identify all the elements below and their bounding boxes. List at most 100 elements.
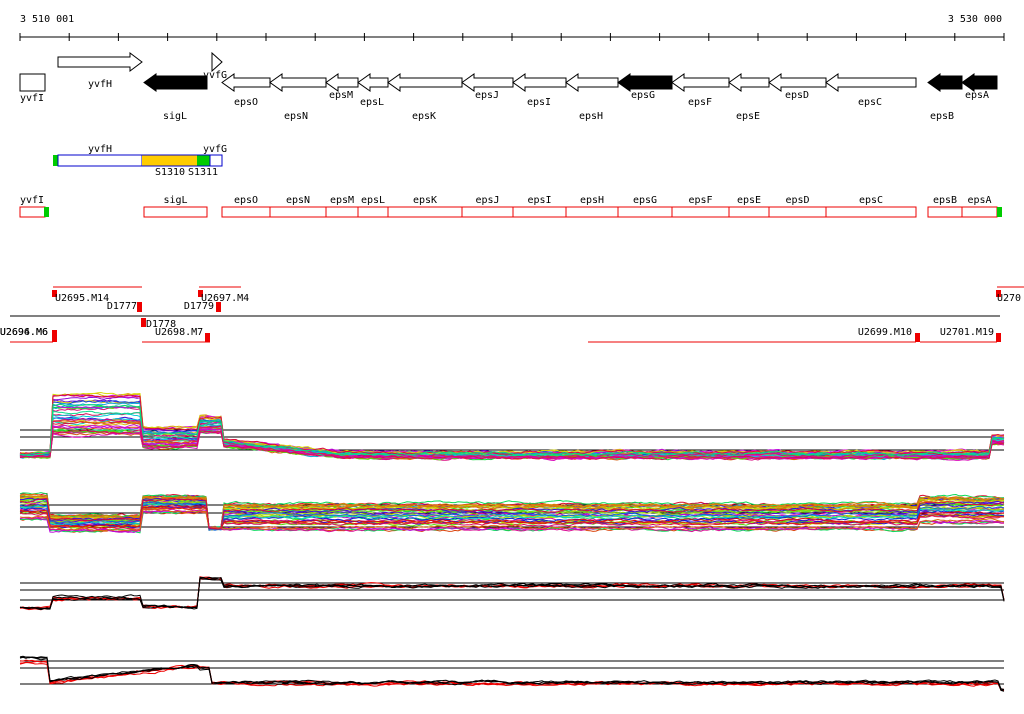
transcript-label: epsB (933, 195, 957, 206)
transcript-label: epsD (785, 195, 809, 206)
trace (19, 577, 1005, 610)
transcript-label: epsF (688, 195, 712, 206)
trace (19, 659, 1005, 692)
probe-label: U2698.M7 (155, 327, 203, 338)
gene (671, 73, 730, 92)
trace (19, 576, 1005, 611)
gene (221, 73, 271, 92)
feature (53, 155, 58, 166)
gene (269, 73, 327, 92)
transcript-label: epsN (286, 195, 310, 206)
trace (19, 424, 1005, 460)
transcript-label: sigL (163, 195, 187, 206)
feature (57, 154, 143, 167)
probe-mark (141, 318, 146, 327)
gene-label: epsN (284, 111, 308, 122)
trace (19, 508, 1005, 532)
trace (19, 661, 1005, 692)
probe-label: D1779 (184, 301, 214, 312)
probe-mark (137, 302, 142, 312)
gene-label: epsI (527, 97, 551, 108)
gene-label: yvfG (203, 70, 227, 81)
transcript-end (997, 207, 1002, 217)
trace (19, 656, 1005, 692)
probe-label: D1777 (107, 301, 137, 312)
transcript-label: epsA (967, 195, 991, 206)
trace (19, 418, 1005, 459)
transcript-end (44, 207, 49, 217)
gene-label: epsH (579, 111, 603, 122)
probe-mark (198, 290, 203, 297)
trace (19, 502, 1005, 528)
transcript (461, 206, 514, 218)
gene (565, 73, 619, 92)
trace (19, 656, 1005, 691)
gene (512, 73, 567, 92)
transcript (143, 206, 208, 218)
gene-label: epsG (631, 90, 655, 101)
trace (19, 492, 1005, 529)
gene-label: epsC (858, 97, 882, 108)
gene (387, 73, 463, 92)
transcript (617, 206, 673, 218)
trace (19, 497, 1005, 530)
transcript (927, 206, 963, 218)
transcript-label: epsJ (475, 195, 499, 206)
transcript-label: epsI (527, 195, 551, 206)
transcript-label: epsM (330, 195, 354, 206)
transcript (565, 206, 619, 218)
gene (143, 73, 208, 92)
trace (19, 429, 1005, 461)
transcript (325, 206, 359, 218)
probe-label: U2697.M4 (201, 293, 249, 304)
transcript-label: epsC (859, 195, 883, 206)
probe-mark (996, 333, 1001, 342)
gene (768, 73, 827, 92)
transcript (825, 206, 917, 218)
trace (19, 506, 1005, 530)
transcript (671, 206, 730, 218)
trace (19, 576, 1005, 610)
gene (211, 51, 223, 73)
gene (927, 73, 963, 92)
gene (728, 73, 770, 92)
gene (325, 73, 359, 92)
transcript-label: epsH (580, 195, 604, 206)
trace (19, 509, 1005, 534)
ruler-end: 3 530 000 (948, 14, 1002, 25)
trace (19, 576, 1005, 611)
probe-label: U2694.M6 (0, 327, 48, 338)
gene (825, 73, 917, 92)
transcript-label: epsG (633, 195, 657, 206)
trace (19, 576, 1005, 609)
gene-label: epsE (736, 111, 760, 122)
probe-mark (996, 290, 1001, 297)
gene-label: epsA (965, 90, 989, 101)
gene-label: epsB (930, 111, 954, 122)
gene (617, 73, 673, 92)
transcript-label: yvfI (20, 195, 44, 206)
transcript-label: epsE (737, 195, 761, 206)
transcript-label: epsL (361, 195, 385, 206)
transcript (728, 206, 770, 218)
gene-label: epsM (329, 90, 353, 101)
probe-mark (216, 302, 221, 312)
transcript-label: epsO (234, 195, 258, 206)
feature (142, 155, 197, 166)
trace (19, 504, 1005, 530)
gene (357, 73, 389, 92)
ruler-start: 3 510 001 (20, 14, 74, 25)
feature-label: yvfG (203, 144, 227, 155)
trace (19, 501, 1005, 531)
feature-label: S1310 (155, 167, 185, 178)
transcript (269, 206, 327, 218)
gene-label: yvfI (20, 93, 44, 104)
gene-label: epsF (688, 97, 712, 108)
transcript (961, 206, 998, 218)
probe-label: D1778 (146, 319, 176, 330)
probe-label: U2696.M6 (0, 327, 48, 338)
gene-label: epsO (234, 97, 258, 108)
feature (197, 155, 210, 166)
feature (209, 154, 223, 167)
trace (19, 403, 1005, 457)
